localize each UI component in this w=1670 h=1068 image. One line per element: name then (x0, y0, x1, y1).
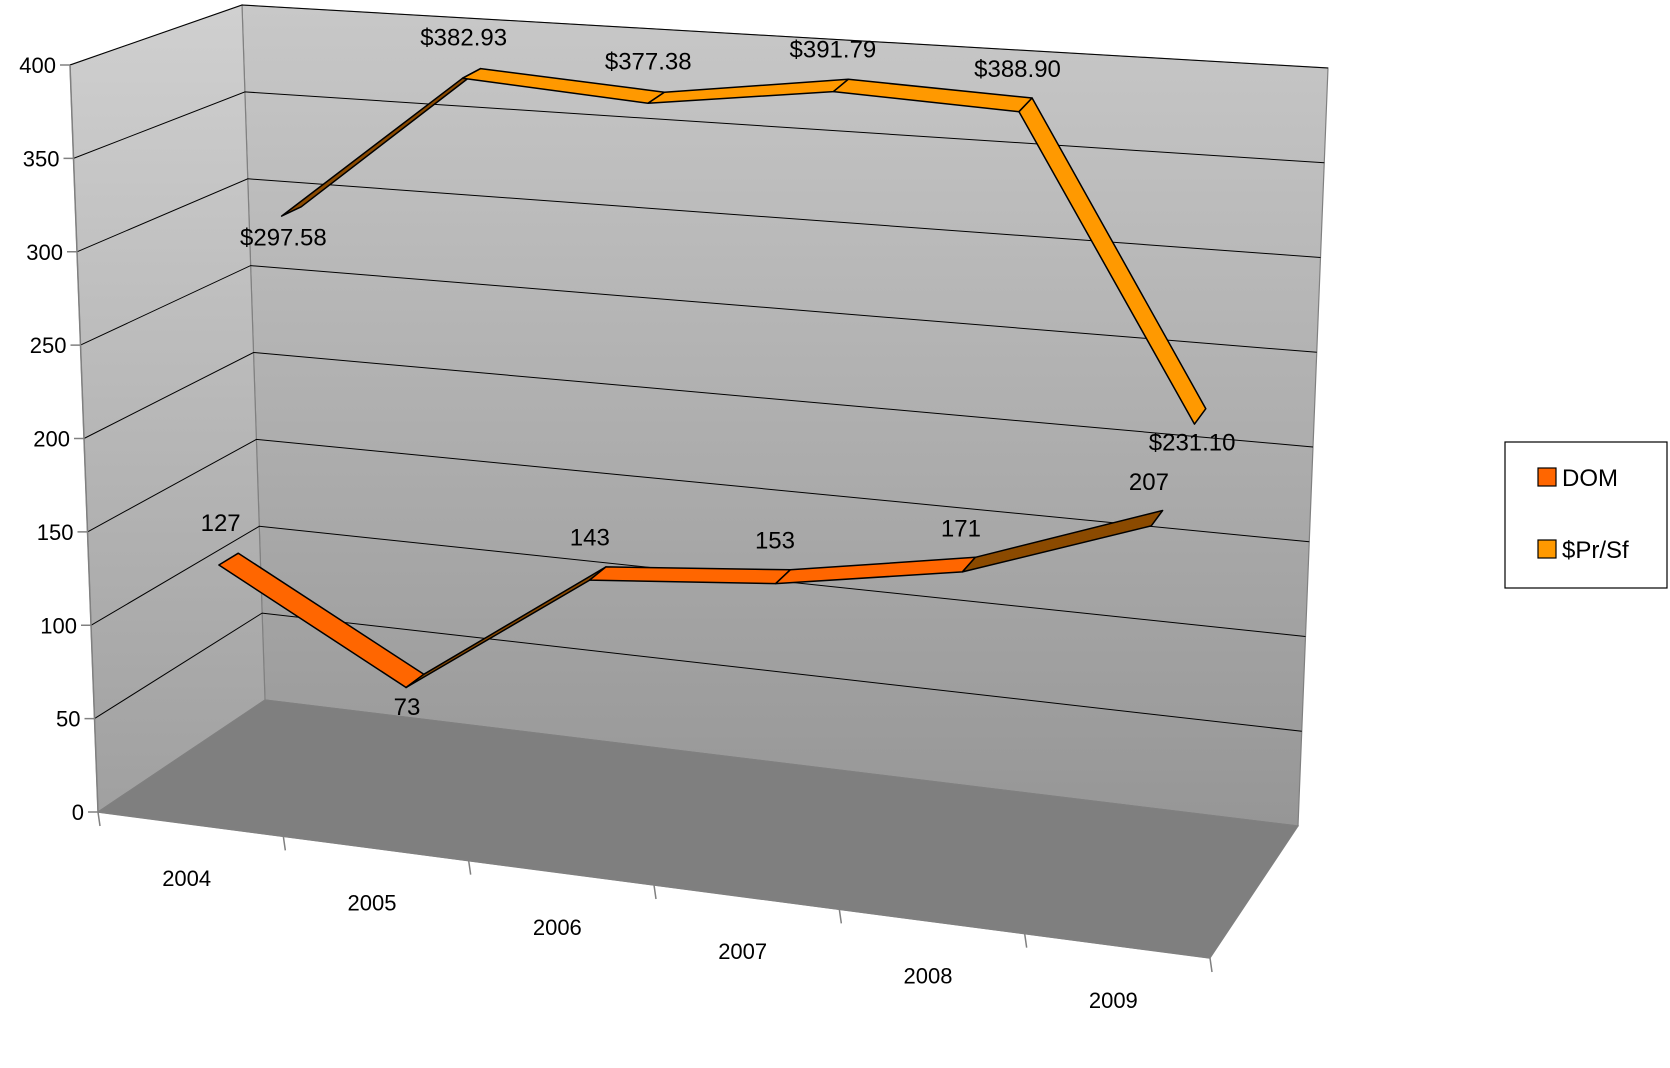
series-layer (218, 67, 1207, 689)
legend: DOM $Pr/Sf (1504, 441, 1668, 589)
x-tick (97, 811, 101, 827)
y-tick-label: 200 (33, 427, 70, 452)
data-label: $231.10 (1149, 429, 1236, 456)
gridline (69, 4, 1329, 69)
gridline (90, 525, 1306, 637)
data-label: 153 (755, 528, 795, 555)
y-tick-label: 150 (37, 520, 74, 545)
x-tick (1023, 933, 1028, 948)
axes: 0 50 100 150 200 250 300 350 400 2004 2005 2006 2007… (19, 53, 1213, 1013)
data-label: $297.58 (240, 224, 327, 251)
gridline (87, 438, 1310, 543)
x-tick (467, 860, 472, 875)
gridline (83, 351, 1314, 448)
ribbon-segment (588, 566, 792, 585)
series--pr-sf (280, 67, 1207, 425)
y-tick-label: 100 (40, 613, 77, 638)
data-label: 73 (394, 694, 421, 721)
y-tick-label: 250 (30, 333, 67, 358)
x-tick (1209, 957, 1213, 973)
data-labels: $297.58 $382.93 $377.38 $391.79 $388.90 $231.… (201, 24, 1236, 721)
legend-label: $Pr/Sf (1562, 537, 1629, 564)
gridline (73, 91, 1325, 164)
legend-swatch (1537, 467, 1557, 487)
gridline (94, 612, 1302, 732)
y-tick-label: 0 (72, 800, 84, 825)
legend-box (1504, 441, 1668, 589)
data-label: 143 (570, 524, 610, 551)
x-tick-label: 2005 (348, 891, 397, 916)
y-tick-label: 400 (19, 53, 56, 78)
data-label: 207 (1129, 469, 1169, 496)
side-wall (69, 4, 266, 814)
y-axis-line (69, 64, 99, 813)
legend-swatch (1537, 539, 1557, 559)
legend-label: DOM (1562, 465, 1618, 492)
x-tick-label: 2006 (533, 915, 582, 940)
y-tick-label: 50 (56, 707, 80, 732)
gridline (76, 178, 1321, 258)
data-label: $391.79 (790, 36, 877, 63)
x-tick-label: 2004 (162, 866, 211, 891)
data-label: 171 (941, 516, 981, 543)
data-label: $377.38 (605, 49, 692, 76)
data-label: $382.93 (420, 24, 507, 51)
series-dom (218, 509, 1164, 689)
ribbon-segment (1018, 97, 1207, 425)
x-tick (838, 909, 843, 924)
x-tick-label: 2007 (718, 939, 767, 964)
x-tick-label: 2008 (904, 964, 953, 989)
x-tick (653, 884, 657, 900)
y-tick-label: 300 (26, 240, 63, 265)
data-label: 127 (201, 510, 241, 537)
x-tick (282, 836, 287, 851)
y-tick-label: 350 (23, 146, 60, 171)
gridline (80, 265, 1317, 353)
data-label: $388.90 (974, 56, 1061, 83)
gridlines (69, 4, 1329, 732)
x-tick-label: 2009 (1089, 988, 1138, 1013)
ribbon-segment (961, 509, 1164, 573)
